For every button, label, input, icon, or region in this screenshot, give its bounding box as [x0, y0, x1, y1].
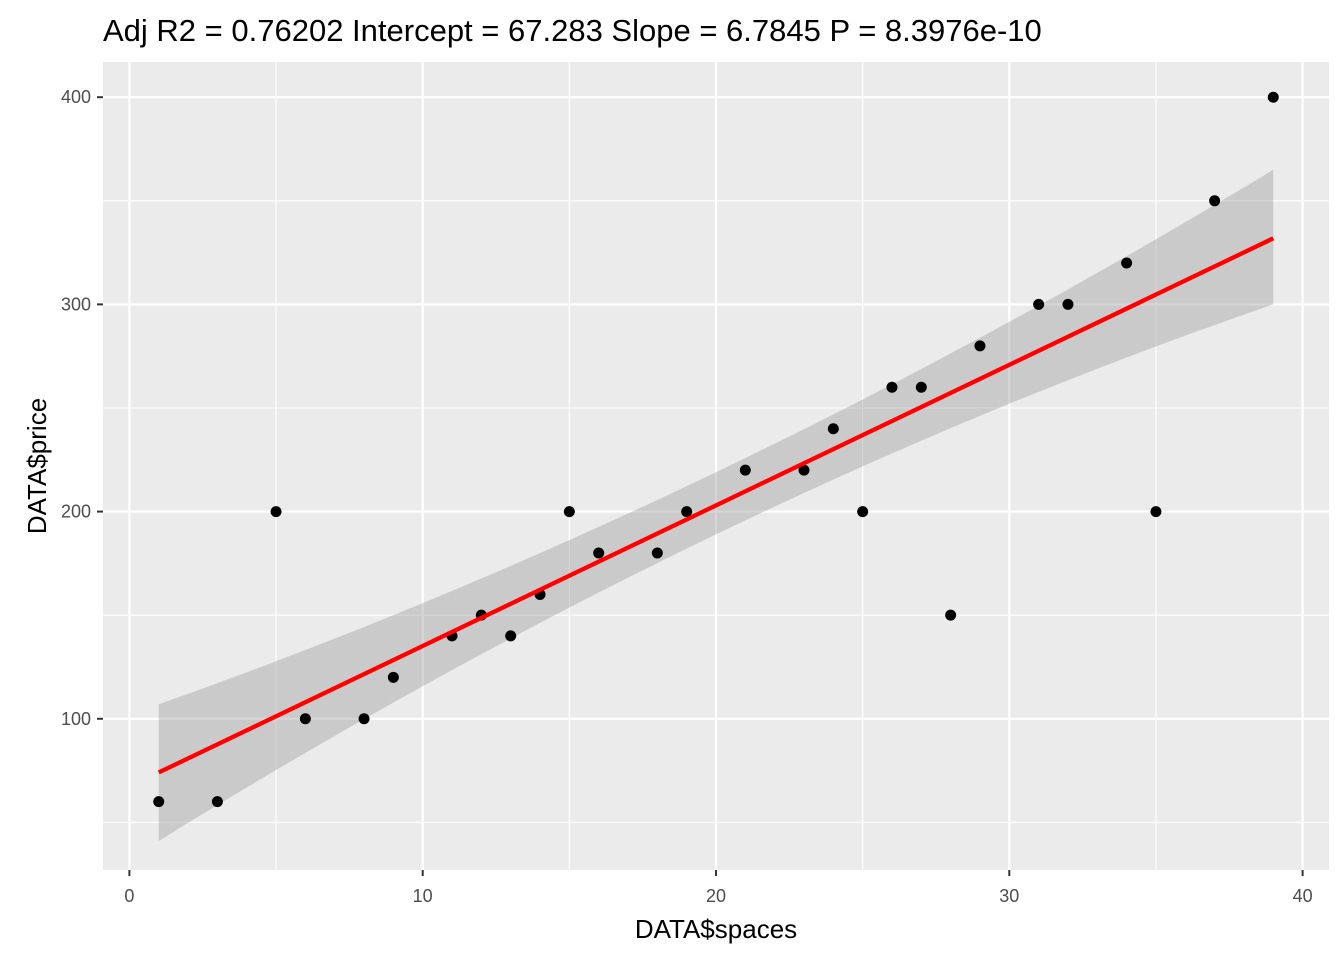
y-tick-label: 100 [61, 709, 91, 729]
data-point [211, 796, 223, 808]
chart-title: Adj R2 = 0.76202 Intercept = 67.283 Slop… [103, 13, 1042, 48]
data-point [153, 796, 165, 808]
data-point [1267, 91, 1279, 103]
data-point [857, 506, 869, 518]
data-points [153, 91, 1279, 808]
data-point [1062, 298, 1074, 310]
axis-ticks: 0 10 20 30 40 100 200 300 400 [61, 87, 1313, 906]
data-point [1121, 257, 1133, 269]
data-point [945, 609, 957, 621]
x-tick-label: 0 [124, 886, 134, 906]
data-point [270, 506, 282, 518]
data-point [1150, 506, 1162, 518]
data-point [915, 381, 927, 393]
gridlines [103, 62, 1329, 870]
x-tick-label: 30 [999, 886, 1019, 906]
data-point [974, 340, 986, 352]
data-point [358, 713, 370, 725]
x-tick-label: 40 [1293, 886, 1313, 906]
data-point [1033, 298, 1045, 310]
data-point [505, 630, 517, 642]
data-point [827, 423, 839, 435]
data-point [299, 713, 311, 725]
data-point [593, 547, 605, 559]
data-point [886, 381, 898, 393]
y-tick-label: 400 [61, 87, 91, 107]
regression-line [157, 236, 1275, 775]
y-tick-label: 200 [61, 502, 91, 522]
x-axis-title: DATA$spaces [635, 914, 797, 944]
data-point [1209, 195, 1221, 207]
y-axis-title: DATA$price [22, 398, 52, 534]
data-point [563, 506, 575, 518]
x-tick-label: 10 [413, 886, 433, 906]
data-point [739, 464, 751, 476]
y-tick-label: 300 [61, 294, 91, 314]
x-tick-label: 20 [706, 886, 726, 906]
data-point [681, 506, 693, 518]
data-point [651, 547, 663, 559]
data-point [798, 464, 810, 476]
regression-line-layer [157, 236, 1275, 775]
data-point [387, 671, 399, 683]
